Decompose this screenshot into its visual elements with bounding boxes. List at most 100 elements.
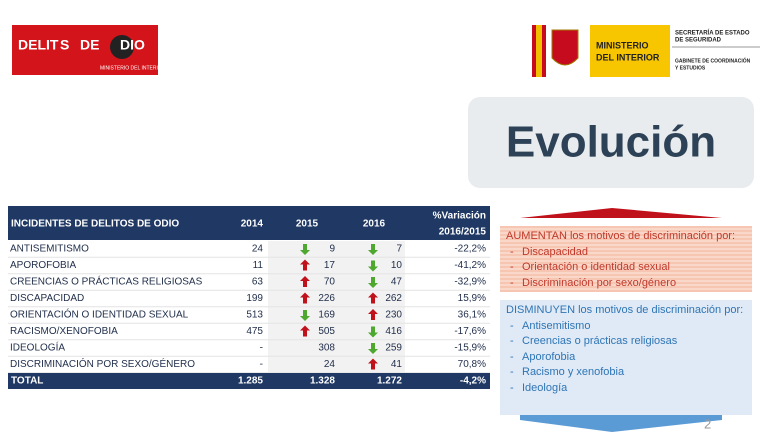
page-number: 2 — [704, 416, 711, 431]
left-logo — [12, 25, 158, 75]
arrow-up — [368, 358, 378, 370]
cell: 513 — [246, 310, 263, 321]
list-item: Racismo y xenofobia — [506, 365, 746, 381]
arrow-down — [368, 343, 378, 354]
slide-title: Evolución — [506, 118, 716, 167]
row-label: DISCAPACIDAD — [10, 293, 84, 304]
cabinet-name: Y ESTUDIOS — [675, 65, 706, 71]
cell: 70,8% — [458, 359, 486, 370]
header-cell: 2015 — [296, 219, 319, 230]
cell: 70 — [324, 277, 336, 288]
header-cell: 2016/2015 — [439, 227, 487, 238]
increase-box: AUMENTAN los motivos de discriminación p… — [500, 226, 752, 292]
arrow-up — [368, 309, 378, 320]
arrow-down — [300, 310, 310, 321]
flag — [536, 25, 542, 77]
arrow-down — [300, 244, 310, 255]
list-item: Aporofobia — [506, 350, 746, 366]
cell: 36,1% — [458, 310, 486, 321]
header-cell: INCIDENTES DE DELITOS DE ODIO — [11, 219, 179, 230]
row-label: DISCRIMINACIÓN POR SEXO/GÉNERO — [10, 357, 195, 370]
cell: 17 — [324, 260, 336, 271]
row-label: ORIENTACIÓN O IDENTIDAD SEXUAL — [10, 308, 189, 321]
logo-text: DE — [80, 37, 99, 53]
item-list: AntisemitismoCreencias o prácticas relig… — [506, 319, 746, 397]
cell: 505 — [318, 326, 335, 337]
cell: -17,6% — [454, 326, 486, 337]
down-arrow-shape — [520, 413, 722, 432]
row-label: CREENCIAS O PRÁCTICAS RELIGIOSAS — [10, 275, 203, 288]
cell: 7 — [396, 244, 402, 255]
total-cell: 1.328 — [310, 376, 335, 387]
box-heading: AUMENTAN los motivos de discriminación p… — [506, 230, 736, 242]
cell: 230 — [385, 310, 402, 321]
cell: 10 — [391, 260, 403, 271]
cell: 169 — [318, 310, 335, 321]
arrow-down — [368, 326, 378, 338]
arrow-up — [300, 259, 310, 271]
cell: 47 — [391, 277, 403, 288]
ministry-name: MINISTERIO — [596, 40, 649, 50]
list-item: Discriminación por sexo/género — [506, 276, 746, 292]
cell: 226 — [318, 293, 335, 304]
cell: 416 — [385, 326, 402, 337]
box-heading: DISMINUYEN los motivos de discriminación… — [506, 304, 744, 316]
cell: 475 — [246, 326, 263, 337]
ministry-name: DEL INTERIOR — [596, 52, 660, 62]
cell: - — [260, 343, 263, 354]
cell: -15,9% — [454, 343, 486, 354]
cell: 259 — [385, 343, 402, 354]
item-list: DiscapacidadOrientación o identidad sexu… — [506, 245, 746, 292]
cell: 262 — [385, 293, 402, 304]
arrow-up — [300, 292, 310, 304]
total-cell: 1.272 — [377, 376, 402, 387]
total-cell: 1.285 — [238, 376, 263, 387]
cell: 15,9% — [458, 293, 486, 304]
up-arrow-shape — [520, 208, 722, 218]
ministry-block — [590, 25, 670, 77]
cell: 24 — [324, 359, 336, 370]
arrow-down — [368, 277, 378, 288]
header-cell: %Variación — [433, 211, 486, 222]
list-item: Antisemitismo — [506, 319, 746, 335]
row-label: IDEOLOGÍA — [10, 341, 65, 354]
header-cell: 2014 — [241, 219, 264, 230]
arrow-up — [368, 292, 378, 304]
row-label: RACISMO/XENOFOBIA — [10, 326, 118, 337]
cell: 199 — [246, 293, 263, 304]
cell: -32,9% — [454, 277, 486, 288]
logo-subtitle: MINISTERIO DEL INTERIOR — [100, 65, 166, 71]
list-item: Orientación o identidad sexual — [506, 260, 746, 276]
logo-text: DELIT — [18, 37, 59, 53]
cell: -41,2% — [454, 260, 486, 271]
cell: 11 — [253, 260, 264, 271]
cell: 308 — [318, 343, 335, 354]
row-label: APOROFOBIA — [10, 260, 76, 271]
logo-text: DIO — [120, 37, 145, 53]
arrow-down — [368, 260, 378, 272]
cell: -22,2% — [454, 244, 486, 255]
cell: 9 — [329, 244, 335, 255]
cell: - — [260, 359, 263, 370]
total-label: TOTAL — [11, 376, 43, 387]
title-box — [468, 97, 754, 188]
office-name: DE SEGURIDAD — [675, 38, 722, 44]
list-item: Discapacidad — [506, 245, 746, 261]
decrease-box: DISMINUYEN los motivos de discriminación… — [500, 300, 752, 415]
arrow-down — [368, 244, 378, 255]
row-label: ANTISEMITISMO — [10, 244, 89, 255]
list-item: Ideología — [506, 381, 746, 397]
cell: 41 — [391, 359, 403, 370]
logo-splash — [110, 35, 134, 59]
arrow-up — [300, 325, 310, 337]
coat-of-arms — [551, 29, 579, 66]
header-cell: 2016 — [363, 219, 386, 230]
list-item: Creencias o prácticas religiosas — [506, 334, 746, 350]
logo-text: S — [60, 37, 69, 53]
office-name: SECRETARÍA DE ESTADO — [675, 29, 750, 37]
cell: 63 — [252, 277, 264, 288]
total-cell: -4,2% — [460, 376, 486, 387]
cabinet-name: GABINETE DE COORDINACIÓN — [675, 56, 751, 64]
